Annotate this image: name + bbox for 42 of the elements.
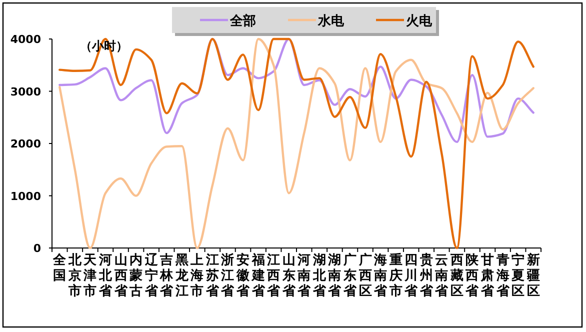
x-tick-label: 内蒙古	[128, 253, 143, 299]
x-tick-label: 浙江省	[220, 253, 236, 299]
x-tick-label: 山东省	[281, 253, 296, 299]
x-tick-label: 陕西省	[464, 253, 480, 299]
x-tick-label: 江西省	[266, 253, 282, 299]
x-tick-label: 广西区	[358, 252, 372, 299]
x-tick-label: 全国	[52, 253, 68, 284]
x-tick-label: 安徽省	[236, 252, 251, 299]
x-tick-label: 吉林省	[159, 253, 174, 299]
x-tick-label: 宁夏区	[510, 252, 525, 299]
x-tick-label: 江苏省	[204, 253, 220, 299]
x-tick-label: 新疆区	[526, 252, 540, 299]
x-tick-label: 黑龙江	[174, 253, 190, 299]
x-tick-label: 福建省	[250, 252, 266, 299]
x-tick-label: 河北省	[98, 253, 113, 299]
legend-label: 火电	[405, 14, 433, 29]
x-tick-label: 上海市	[190, 253, 204, 299]
x-tick-label: 青海省	[495, 253, 510, 299]
x-tick-label: 广东省	[342, 252, 358, 299]
legend-label: 水电	[317, 14, 345, 29]
y-tick-label: 0	[33, 242, 42, 255]
line-series	[58, 38, 534, 144]
legend-label: 全部	[229, 13, 256, 29]
line-series	[58, 38, 534, 250]
x-tick-label: 云南省	[434, 253, 450, 299]
x-tick-label: 海南省	[373, 253, 388, 299]
x-tick-label: 重庆市	[388, 252, 402, 299]
x-tick-label: 湖北省	[312, 253, 327, 299]
x-tick-label: 西藏区	[449, 253, 464, 299]
x-tick-label: 四川省	[404, 253, 419, 299]
x-tick-label: 山西省	[113, 253, 128, 299]
x-tick-label: 河南省	[296, 253, 312, 299]
x-tick-label: 天津市	[82, 253, 98, 299]
x-tick-label: 北京市	[67, 253, 82, 299]
x-tick-label: 甘肃省	[480, 253, 496, 299]
y-tick-label: 1000	[10, 190, 42, 203]
x-tick-label: 贵州省	[418, 252, 434, 299]
y-tick-label: 4000	[10, 33, 42, 46]
x-tick-label: 辽宁省	[144, 253, 159, 299]
y-tick-label: 3000	[10, 85, 42, 98]
y-tick-label: 2000	[10, 138, 42, 150]
x-tick-label: 湖南省	[327, 253, 342, 299]
